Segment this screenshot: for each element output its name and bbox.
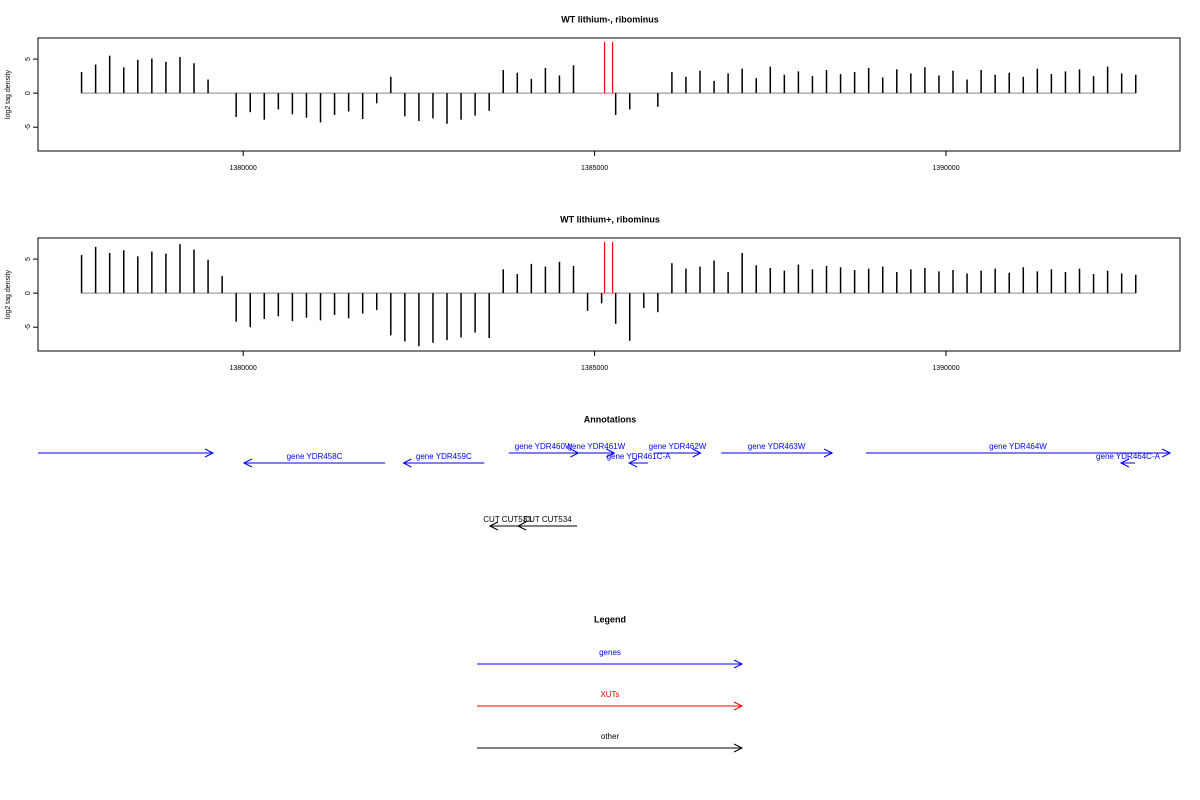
x-tick-label: 1385000 <box>581 165 608 172</box>
feature-arrow-head <box>1161 448 1172 458</box>
feature-arrow <box>38 448 215 458</box>
feature-label: gene YDR460W <box>515 442 573 451</box>
y-tick-label: 0 <box>25 91 32 95</box>
feature-arrow-head <box>204 448 215 458</box>
legend-arrow-head <box>733 743 744 753</box>
feature-label: CUT CUT534 <box>523 515 572 524</box>
y-tick-label: 0 <box>25 291 32 295</box>
feature-label: gene YDR462W <box>649 442 707 451</box>
feature-arrow-head <box>488 521 499 531</box>
feature-arrow <box>721 448 834 458</box>
x-tick-label: 1390000 <box>932 365 959 372</box>
legend-arrow <box>477 659 744 669</box>
feature-label: gene YDR464C-A <box>1096 452 1161 461</box>
y-axis-label: log2 tag density <box>5 69 12 119</box>
feature-arrow-head <box>823 448 834 458</box>
feature-arrow <box>627 458 649 468</box>
feature-arrow-head <box>606 448 616 458</box>
feature-arrow-head <box>402 458 412 468</box>
y-tick-label: -5 <box>25 324 32 330</box>
chart-title: WT lithium+, ribominus <box>560 214 660 224</box>
legend-title: Legend <box>594 614 626 624</box>
plot-frame <box>37 237 1181 352</box>
x-tick-label: 1380000 <box>230 365 257 372</box>
feature-label: gene YDR464W <box>989 442 1047 451</box>
feature-arrow <box>516 521 578 531</box>
feature-arrow <box>242 458 386 468</box>
legend-label: genes <box>599 648 621 657</box>
feature-arrow <box>1119 458 1136 468</box>
feature-arrow-head <box>516 521 527 531</box>
y-tick-label: 5 <box>25 57 32 61</box>
x-tick-label: 1385000 <box>581 365 608 372</box>
feature-label: gene YDR458C <box>287 452 343 461</box>
feature-label: CUT CUT533 <box>483 515 532 524</box>
feature-arrow-head <box>242 458 253 468</box>
feature-arrow-head <box>692 448 702 458</box>
chart-title: WT lithium-, ribominus <box>561 14 659 24</box>
feature-label: gene YDR463W <box>748 442 806 451</box>
legend-arrow <box>477 743 744 753</box>
y-tick-label: 5 <box>25 257 32 261</box>
x-tick-label: 1390000 <box>932 165 959 172</box>
plot-frame <box>37 37 1181 152</box>
feature-arrow <box>402 458 485 468</box>
feature-arrow <box>865 448 1172 458</box>
legend-label: XUTs <box>600 690 619 699</box>
feature-label: gene YDR461W <box>568 442 626 451</box>
legend-arrow-head <box>733 701 744 711</box>
feature-label: gene YDR461C-A <box>607 452 672 461</box>
feature-arrow <box>654 448 702 458</box>
legend-arrow-head <box>733 659 744 669</box>
annotations-title: Annotations <box>584 414 637 424</box>
feature-label: gene YDR459C <box>416 452 472 461</box>
legend-label: other <box>601 732 620 741</box>
feature-arrow-head <box>1119 458 1130 468</box>
feature-arrow <box>578 448 616 458</box>
x-tick-label: 1380000 <box>230 165 257 172</box>
legend-arrow <box>477 701 744 711</box>
y-axis-label: log2 tag density <box>5 269 12 319</box>
y-tick-label: -5 <box>25 124 32 130</box>
feature-arrow-head <box>627 458 638 468</box>
